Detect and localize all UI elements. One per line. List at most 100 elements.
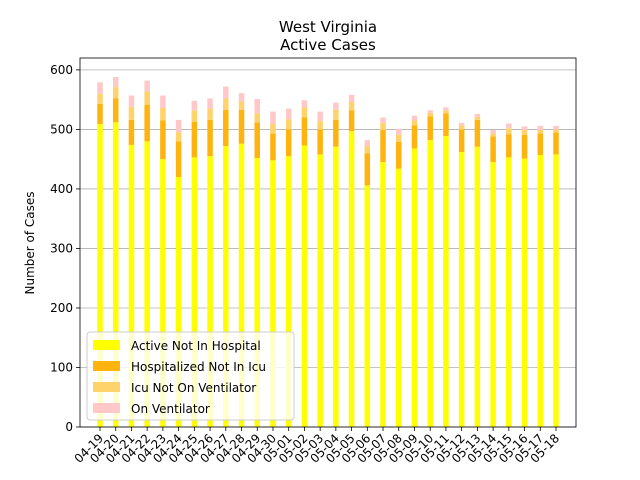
legend: Active Not In Hospital Hospitalized Not I… (86, 331, 295, 421)
bar-segment (270, 160, 276, 427)
bar-segment (207, 98, 213, 109)
bar-segment (238, 101, 245, 110)
bar-segment (348, 94, 355, 103)
bar-segment (175, 132, 182, 142)
legend-swatch (93, 403, 120, 413)
y-tick-label: 400 (50, 182, 73, 196)
bar-segment (128, 106, 135, 120)
bar-segment (427, 112, 433, 117)
bar-segment (443, 135, 449, 427)
bar-segment (112, 87, 119, 99)
bar-segment (506, 128, 512, 135)
bar-segment (443, 113, 449, 136)
bar-segment (380, 122, 386, 131)
y-tick-label: 600 (50, 63, 73, 77)
bar-segment (521, 130, 528, 135)
bar-segment (474, 119, 481, 147)
y-tick-label: 0 (65, 420, 73, 434)
legend-box (86, 331, 295, 421)
bar-segment (427, 116, 433, 141)
bar-segment (160, 159, 166, 427)
bar-segment (443, 107, 449, 111)
bar-segment (175, 119, 182, 133)
bar-segment (112, 98, 119, 123)
bar-segment (553, 132, 559, 155)
bar-segment (521, 134, 528, 159)
bar-segment (223, 86, 229, 99)
bar-segment (474, 146, 481, 428)
bar-segment (285, 129, 292, 157)
bar-segment (490, 130, 496, 134)
bar-segment (364, 146, 371, 154)
bar-segment (128, 119, 135, 145)
bar-segment (207, 108, 213, 120)
bar-segment (537, 133, 544, 156)
bar-segment (333, 102, 339, 110)
legend-swatch (93, 340, 120, 350)
bar-segment (506, 157, 512, 427)
bar-segment (285, 119, 292, 130)
bar-segment (474, 113, 481, 117)
axes (79, 57, 577, 428)
bar-segment (537, 130, 544, 134)
bar-segment (521, 126, 528, 131)
bar-segment (348, 102, 355, 111)
bar-segment (97, 93, 103, 104)
bar-segment (128, 95, 135, 107)
bar-segment (553, 125, 559, 130)
bar-segment (223, 98, 229, 110)
bar-segment (458, 129, 465, 153)
legend-label: Hospitalized Not In Icu (131, 360, 266, 374)
bar-segment (238, 109, 245, 144)
bar-segment (285, 108, 292, 120)
bar-segment (458, 152, 465, 428)
bar-segment (144, 91, 150, 106)
bar-segment (238, 143, 245, 427)
bar-segment (301, 107, 308, 118)
bar-segment (396, 168, 402, 427)
bar-segment (458, 125, 465, 130)
bar-segment (97, 103, 103, 125)
bar-segment (411, 148, 418, 427)
bar-segment (411, 125, 418, 149)
bar-segment (553, 154, 559, 427)
bar-segment (254, 99, 260, 114)
bar-segment (128, 144, 135, 427)
bar-segment (238, 93, 245, 102)
bar-segment (144, 80, 150, 92)
bar-segment (191, 100, 198, 111)
bar-segment (506, 123, 512, 129)
bar-segment (380, 117, 386, 123)
bar-segment (427, 110, 433, 113)
bar-segment (443, 110, 449, 114)
bar-segment (537, 125, 544, 131)
bar-segment (396, 128, 402, 135)
bar-segment (411, 120, 418, 126)
bar-segment (301, 117, 308, 146)
bar-segment (144, 141, 150, 428)
bar-segment (380, 130, 386, 163)
bar-segment (160, 120, 166, 160)
bar-segment (112, 77, 119, 88)
bar-segment (97, 124, 103, 428)
bar-segment (458, 122, 465, 126)
bar-segment (254, 122, 260, 158)
chart-title: West Virginia (279, 18, 377, 36)
bar-segment (207, 156, 213, 428)
bar-segment (270, 133, 276, 161)
bar-segment (191, 121, 198, 158)
bar-segment (348, 131, 355, 427)
bar-segment (191, 157, 198, 427)
bar-segment (254, 157, 260, 427)
bar-segment (270, 111, 276, 125)
bar-segment (348, 110, 355, 132)
bar-segment (317, 129, 323, 155)
chart-subtitle: Active Cases (280, 36, 376, 54)
bar-segment (175, 177, 182, 427)
y-tick-label: 500 (50, 122, 73, 136)
bar-segment (553, 129, 559, 133)
legend-label: Icu Not On Ventilator (131, 381, 256, 395)
bar-segment (191, 110, 198, 122)
bar-segment (301, 100, 308, 108)
bar-segment (317, 111, 323, 122)
